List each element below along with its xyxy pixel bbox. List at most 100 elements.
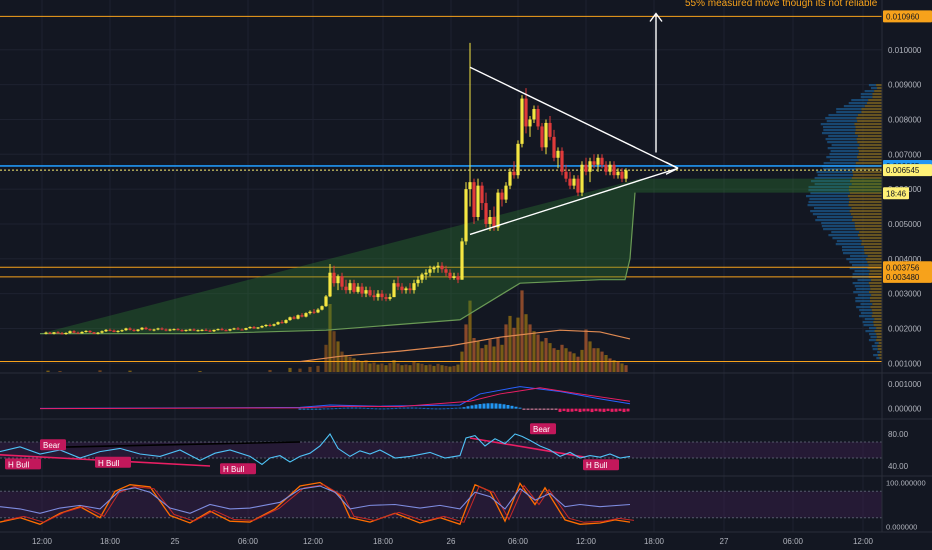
volume-bar	[616, 361, 620, 372]
candle-body	[388, 297, 392, 299]
profile-bar	[868, 99, 882, 102]
candle-body	[172, 329, 176, 331]
macd-histogram-bar	[346, 407, 350, 409]
macd-tick-label: 0.001000	[888, 380, 922, 389]
candle-body	[256, 327, 260, 329]
volume-bar	[508, 315, 512, 372]
macd-histogram-bar	[518, 407, 522, 409]
price-label-text: 0.006545	[886, 166, 920, 175]
volume-bar	[416, 363, 420, 372]
volume-bar	[364, 360, 368, 372]
candle-body	[216, 329, 220, 331]
price-tick-label: 0.005000	[888, 220, 922, 229]
volume-bar	[504, 324, 508, 372]
candle-body	[204, 329, 208, 331]
candle-body	[376, 293, 380, 298]
rsi-tag-box	[95, 456, 131, 468]
profile-bar	[871, 294, 882, 297]
profile-bar	[816, 171, 853, 174]
profile-bar	[852, 273, 869, 276]
measured-move-note: 55% measured move though its not reliabl…	[685, 0, 878, 9]
macd-histogram-bar	[378, 408, 382, 410]
profile-bar	[853, 291, 870, 294]
macd-histogram-bar	[450, 407, 454, 409]
price-label-box	[883, 164, 932, 177]
candle-body	[588, 161, 592, 172]
stochastic-pane[interactable]	[0, 481, 882, 526]
price-tick-label: 0.004000	[888, 255, 922, 264]
volume-bar	[420, 363, 424, 372]
volume-bar	[404, 364, 408, 372]
macd-histogram-bar	[370, 408, 374, 410]
profile-bar	[854, 222, 882, 225]
volume-bar	[500, 344, 504, 372]
profile-bar	[870, 306, 882, 309]
profile-bar	[868, 282, 882, 285]
profile-bar	[823, 126, 856, 129]
profile-bar	[857, 135, 882, 138]
price-label-text: 18:46	[886, 189, 907, 198]
candle-body	[540, 126, 544, 148]
volume-bar	[400, 365, 404, 372]
time-axis[interactable]: 12:00 18:00 25 06:00 12:00 18:00 26 06:00 12:00 1…	[32, 537, 874, 546]
profile-bar	[872, 312, 882, 315]
profile-bar	[835, 243, 862, 246]
candle-body	[76, 332, 80, 334]
candle-body	[524, 98, 528, 127]
candle-body	[460, 241, 464, 280]
macd-histogram-bar	[622, 408, 626, 413]
drawings[interactable]	[469, 12, 679, 236]
time-tick-label: 06:00	[508, 537, 529, 546]
profile-bar	[832, 237, 860, 240]
macd-histogram-bar	[470, 405, 474, 409]
profile-bar	[855, 300, 870, 303]
candle-body	[456, 276, 460, 280]
macd-histogram-bar	[322, 408, 326, 410]
macd-pane[interactable]	[39, 386, 631, 413]
candle-body	[516, 143, 520, 176]
profile-bar	[841, 246, 864, 249]
profile-bar	[852, 264, 869, 267]
volume-bar	[544, 338, 548, 372]
profile-bar	[857, 141, 882, 144]
macd-histogram-bar	[614, 408, 618, 412]
volume-bar	[596, 348, 600, 372]
volume-bar	[484, 344, 488, 372]
time-tick-label: 12:00	[303, 537, 324, 546]
volume-bar	[384, 365, 388, 372]
volume-bar	[328, 304, 332, 372]
macd-histogram-bar	[494, 403, 498, 409]
candle-body	[92, 332, 96, 334]
profile-bar	[812, 213, 851, 216]
macd-histogram-bar	[502, 404, 506, 409]
profile-bar	[879, 357, 882, 360]
candle-body	[236, 328, 240, 330]
candle-body	[296, 315, 300, 319]
profile-bar	[848, 201, 882, 204]
price-axis[interactable]: 0.0100000.0090000.0080000.0070000.006000…	[883, 10, 932, 531]
macd-histogram-bar	[538, 408, 542, 410]
candle-body	[472, 182, 476, 217]
candle-body	[100, 331, 104, 333]
candle-body	[584, 164, 588, 172]
candle-body	[496, 192, 500, 228]
rsi-pane[interactable]: Bear H Bull H Bull H Bull Bear H Bull	[0, 423, 882, 475]
candle-body	[140, 327, 144, 330]
triangle-arrowhead	[665, 167, 679, 175]
candle-body	[580, 164, 584, 193]
macd-histogram-bar	[482, 403, 486, 409]
profile-bar	[870, 279, 882, 282]
profile-bar	[878, 342, 882, 345]
macd-histogram-bar	[358, 407, 362, 409]
profile-bar	[809, 198, 850, 201]
candle-body	[156, 328, 160, 330]
candle-body	[340, 276, 344, 287]
price-tick-label: 0.002000	[888, 324, 922, 333]
macd-histogram-bar	[310, 408, 314, 410]
candle-body	[132, 329, 136, 331]
macd-histogram-bar	[390, 408, 394, 410]
volume-bar	[612, 360, 616, 372]
price-tick-label: 0.010000	[888, 46, 922, 55]
volume-bar	[444, 365, 448, 372]
